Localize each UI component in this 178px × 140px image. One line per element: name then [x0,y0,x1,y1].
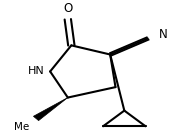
Polygon shape [33,98,68,121]
Text: Me: Me [14,122,30,132]
Text: HN: HN [28,66,44,76]
Text: O: O [63,2,72,15]
Text: N: N [159,28,167,41]
